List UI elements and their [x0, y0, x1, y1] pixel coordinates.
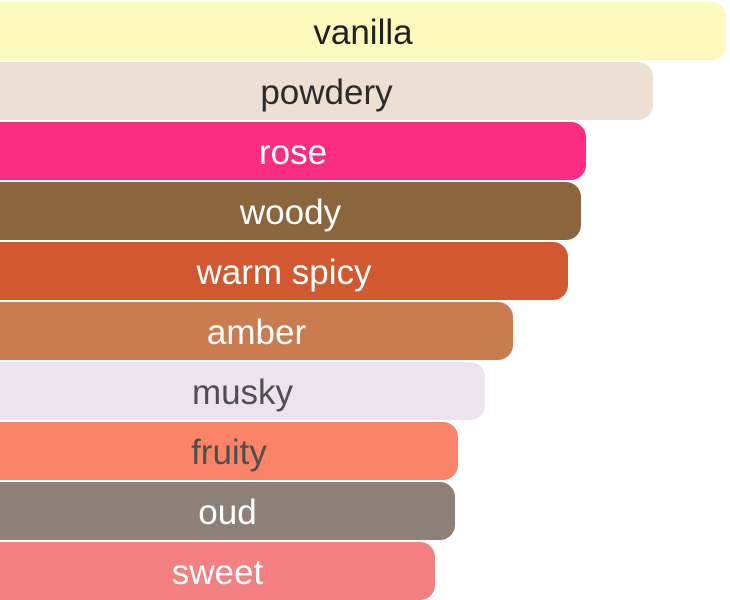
accord-bar-rose: rose	[0, 122, 586, 180]
accord-label-warm-spicy: warm spicy	[196, 252, 372, 292]
accord-bar-amber: amber	[0, 302, 513, 360]
accord-label-oud: oud	[198, 492, 257, 532]
accord-bar-woody: woody	[0, 182, 581, 240]
accord-label-rose: rose	[258, 132, 328, 172]
accord-bar-vanilla: vanilla	[0, 2, 726, 60]
accord-label-woody: woody	[239, 192, 342, 232]
accord-bar-oud: oud	[0, 482, 455, 540]
accord-bar-powdery: powdery	[0, 62, 653, 120]
accord-bar-warm-spicy: warm spicy	[0, 242, 568, 300]
accord-label-sweet: sweet	[171, 552, 264, 592]
accord-bar-sweet: sweet	[0, 542, 435, 600]
accord-label-amber: amber	[206, 312, 307, 352]
accord-bar-fruity: fruity	[0, 422, 458, 480]
accord-label-vanilla: vanilla	[313, 12, 413, 52]
accord-label-powdery: powdery	[260, 72, 393, 112]
accord-label-musky: musky	[191, 372, 294, 412]
accord-bar-musky: musky	[0, 362, 485, 420]
accord-label-fruity: fruity	[191, 432, 267, 472]
